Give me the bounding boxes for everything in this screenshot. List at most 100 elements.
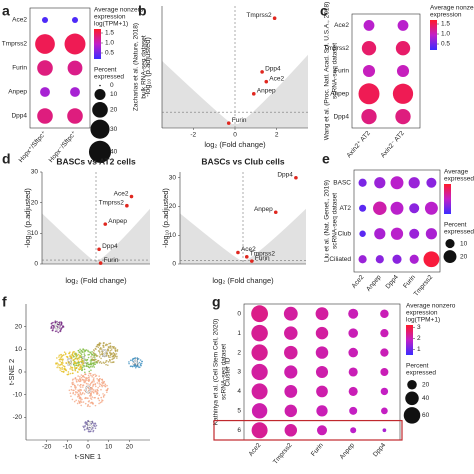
cell-point <box>56 366 58 369</box>
cell-point <box>88 391 90 394</box>
cluster-cells <box>68 372 109 408</box>
y-tick-label: -20 <box>13 414 23 421</box>
dataset-label: scRNA-seq dataset <box>332 193 339 249</box>
row-label: BASC <box>333 179 351 186</box>
cell-point <box>83 376 86 379</box>
dataset-label: scRNA-seq dataset <box>221 344 228 400</box>
row-label: 6 <box>237 427 241 434</box>
dot <box>380 348 389 357</box>
cell-point <box>136 364 139 367</box>
cell-point <box>83 368 86 371</box>
dot <box>349 406 358 415</box>
cell-point <box>109 351 111 354</box>
size-key-label: 10 <box>460 240 468 247</box>
cell-point <box>85 382 88 385</box>
dot <box>380 329 389 338</box>
cell-point <box>80 393 82 396</box>
legend-title: expressed <box>406 370 436 377</box>
panel-label: c <box>320 3 328 19</box>
cell-point <box>74 353 77 356</box>
dot <box>67 60 83 76</box>
cell-point <box>106 391 108 394</box>
size-key-label: 20 <box>422 381 430 388</box>
dot <box>380 309 389 318</box>
cell-point <box>75 399 77 402</box>
cell-point <box>91 351 93 353</box>
cell-point <box>89 351 91 353</box>
cell-point <box>131 365 134 368</box>
cell-point <box>74 388 77 390</box>
cell-point <box>87 383 89 385</box>
cell-point <box>90 352 93 355</box>
cell-point <box>70 366 73 369</box>
dot <box>40 87 50 97</box>
row-label: Ciliated <box>329 256 351 263</box>
row-label: Dpp4 <box>333 113 349 120</box>
dot <box>374 177 386 189</box>
y-tick-label: 10 <box>31 230 39 237</box>
cell-point <box>76 364 79 367</box>
cell-point <box>87 403 89 406</box>
cell-point <box>76 402 79 405</box>
column-label: Tmprss2 <box>413 274 435 298</box>
dot <box>358 178 367 187</box>
cell-point <box>77 362 79 364</box>
dot <box>284 385 298 398</box>
cell-point <box>94 383 97 385</box>
cell-point <box>96 382 99 384</box>
cell-point <box>54 330 57 333</box>
row-label: Club <box>338 230 352 237</box>
cell-point <box>70 357 73 359</box>
dot <box>359 204 367 212</box>
cell-point <box>59 327 61 329</box>
cell-point <box>72 378 74 381</box>
cell-point <box>90 374 92 377</box>
cell-point <box>92 365 95 367</box>
y-axis-label: -log₁₀ (p.adjusted) <box>161 188 170 248</box>
cell-point <box>108 356 110 358</box>
cell-point <box>77 375 79 377</box>
dataset-label: Liu et al. (Nat. Genet., 2019) <box>324 180 331 262</box>
cell-point <box>93 380 95 383</box>
cell-point <box>101 399 104 402</box>
cell-point <box>87 356 90 359</box>
cell-point <box>56 320 58 323</box>
cluster-cells <box>82 419 98 433</box>
cell-point <box>102 395 105 397</box>
cell-point <box>73 361 75 364</box>
cell-point <box>78 355 81 357</box>
legend-title: Average nonzero <box>430 5 474 12</box>
cell-point <box>97 386 99 389</box>
dot <box>408 177 420 189</box>
cell-point <box>90 369 92 371</box>
cell-point <box>98 352 101 354</box>
cell-point <box>72 372 74 374</box>
color-tick-label: 0.5 <box>105 50 114 57</box>
cell-point <box>136 360 139 362</box>
gene-point <box>129 194 134 199</box>
cell-point <box>100 348 103 350</box>
cell-point <box>105 344 107 347</box>
x-tick-label: 0 <box>233 132 237 139</box>
cell-point <box>79 380 81 383</box>
cell-point <box>134 357 137 359</box>
cell-point <box>90 428 93 431</box>
cell-point <box>67 371 70 373</box>
cell-point <box>73 367 76 369</box>
cell-point <box>69 372 72 375</box>
cell-point <box>116 350 119 352</box>
row-label: Furin <box>334 68 349 75</box>
color-bar <box>406 325 413 355</box>
cell-point <box>94 423 97 425</box>
cell-point <box>80 352 82 355</box>
cell-point <box>83 364 85 367</box>
dot <box>348 386 358 396</box>
dot <box>392 83 414 104</box>
chart-title: BASCs vs Club cells <box>201 156 284 166</box>
dataset-label: Kathiriya et al. (Cell Stem Cell, 2020) <box>213 319 220 426</box>
dot <box>358 83 380 105</box>
cell-point <box>67 373 69 376</box>
dot <box>284 404 298 418</box>
panel-label: g <box>212 294 221 310</box>
cell-point <box>83 393 86 395</box>
